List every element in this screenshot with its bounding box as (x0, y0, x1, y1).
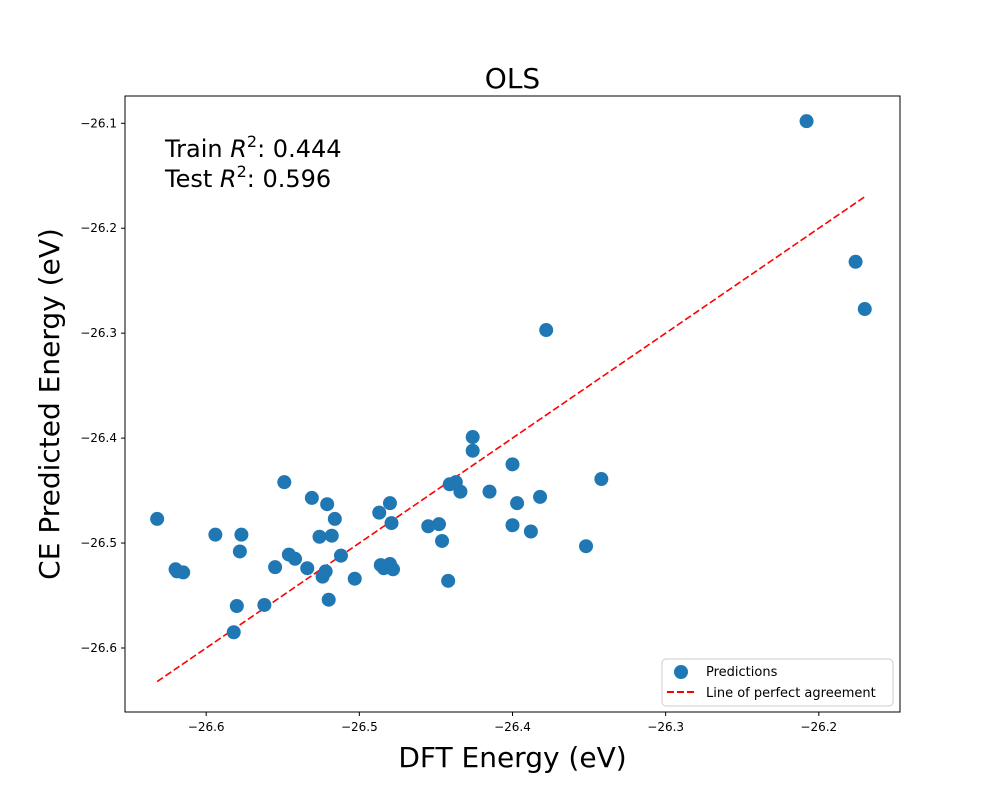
prediction-point (304, 490, 319, 505)
legend-predictions-label: Predictions (706, 665, 778, 680)
prediction-point (431, 517, 446, 532)
legend-perfect-agreement-label: Line of perfect agreement (706, 686, 876, 701)
prediction-point (579, 539, 594, 554)
prediction-point (232, 544, 247, 559)
prediction-point (300, 561, 315, 576)
prediction-point (510, 496, 525, 511)
prediction-point (594, 472, 609, 487)
prediction-point (333, 548, 348, 563)
y-tick-label: −26.4 (80, 431, 117, 445)
y-tick-label: −26.3 (80, 326, 117, 340)
prediction-point (234, 527, 249, 542)
plot-area (124, 95, 901, 713)
prediction-point (857, 302, 872, 317)
prediction-point (150, 511, 165, 526)
chart-title: OLS (485, 62, 540, 95)
prediction-point (257, 597, 272, 612)
x-axis-label: DFT Energy (eV) (398, 741, 626, 774)
prediction-point (453, 484, 468, 499)
predictions-layer (150, 114, 872, 640)
prediction-point (482, 484, 497, 499)
prediction-point (312, 529, 327, 544)
legend-predictions-marker (674, 665, 688, 679)
prediction-point (523, 524, 538, 539)
prediction-point (848, 254, 863, 269)
prediction-point (176, 565, 191, 580)
prediction-point (208, 527, 223, 542)
test-r-symbol: R (220, 165, 237, 193)
x-tick-label: −26.2 (800, 720, 837, 734)
x-tick-label: −26.6 (188, 720, 225, 734)
prediction-point (799, 114, 814, 129)
train-r-exponent: 2 (247, 132, 257, 151)
prediction-point (321, 592, 336, 607)
y-tick-label: −26.5 (80, 536, 117, 550)
y-tick-label: −26.1 (80, 116, 117, 130)
perfect-agreement-line (156, 196, 866, 683)
prediction-point (386, 562, 401, 577)
prediction-point (421, 519, 436, 534)
prediction-point (384, 516, 399, 531)
prediction-point (268, 560, 283, 575)
train-r-symbol: R (230, 135, 247, 163)
test-r2-annotation: Test R2: 0.596 (164, 162, 331, 193)
prediction-point (318, 564, 333, 579)
prediction-point (277, 475, 292, 490)
test-value: : 0.596 (247, 165, 331, 193)
prediction-point (441, 573, 456, 588)
x-axis-ticks: −26.6 −26.5 −26.4 −26.3 −26.2 (188, 712, 837, 734)
plot-background (125, 96, 900, 712)
prediction-point (226, 625, 241, 640)
x-tick-label: −26.3 (647, 720, 684, 734)
prediction-point (539, 323, 554, 338)
train-value: : 0.444 (257, 135, 341, 163)
prediction-point (465, 430, 480, 445)
y-tick-label: −26.6 (80, 641, 117, 655)
y-axis-ticks: −26.6 −26.5 −26.4 −26.3 −26.2 −26.1 (80, 116, 125, 655)
legend: Predictions Line of perfect agreement (661, 658, 894, 707)
prediction-point (347, 571, 362, 586)
y-tick-label: −26.2 (80, 221, 117, 235)
y-axis-label: CE Predicted Energy (eV) (33, 228, 66, 580)
prediction-point (465, 443, 480, 458)
prediction-point (327, 511, 342, 526)
test-prefix: Test (164, 165, 220, 193)
prediction-point (324, 528, 339, 543)
test-r-exponent: 2 (237, 162, 247, 181)
train-r2-annotation: Train R2: 0.444 (164, 132, 342, 163)
prediction-point (229, 599, 244, 614)
prediction-point (372, 505, 387, 520)
prediction-point (435, 533, 450, 548)
legend-box (661, 658, 894, 707)
train-prefix: Train (164, 135, 230, 163)
prediction-point (533, 489, 548, 504)
prediction-point (505, 518, 520, 533)
perfect-agreement-layer (156, 196, 866, 683)
x-tick-label: −26.5 (341, 720, 378, 734)
prediction-point (288, 551, 303, 566)
prediction-point (382, 496, 397, 511)
x-tick-label: −26.4 (494, 720, 531, 734)
prediction-point (320, 497, 335, 512)
prediction-point (505, 457, 520, 472)
